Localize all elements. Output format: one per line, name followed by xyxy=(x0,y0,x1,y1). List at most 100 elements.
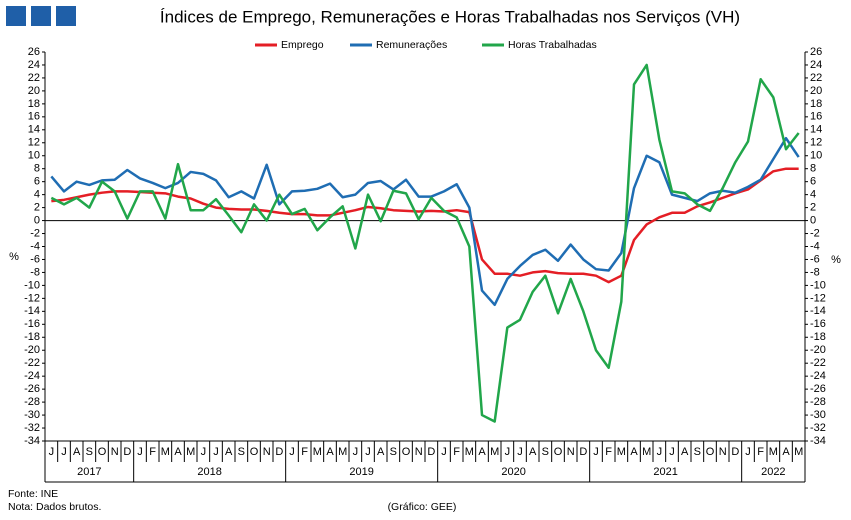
y-tick-label: -16 xyxy=(24,318,40,330)
y-tick-label: 16 xyxy=(28,111,40,123)
y-tick-label: -8 xyxy=(810,266,820,278)
x-tick-label: J xyxy=(213,446,219,458)
x-tick-label: O xyxy=(250,446,259,458)
x-tick-label: M xyxy=(490,446,499,458)
x-tick-label: A xyxy=(681,446,689,458)
logo-block xyxy=(31,6,51,26)
y-tick-label: 0 xyxy=(810,214,816,226)
y-tick-label: 6 xyxy=(34,176,40,188)
x-tick-label: A xyxy=(225,446,233,458)
x-tick-label: S xyxy=(390,446,397,458)
x-tick-label: A xyxy=(630,446,638,458)
x-tick-label: D xyxy=(427,446,435,458)
y-tick-label: -18 xyxy=(810,331,826,343)
x-tick-label: N xyxy=(567,446,575,458)
y-tick-label: 2 xyxy=(34,202,40,214)
y-tick-label: -26 xyxy=(24,383,40,395)
y-axis-label: % xyxy=(831,254,841,266)
x-tick-label: N xyxy=(263,446,271,458)
y-tick-label: -28 xyxy=(24,396,40,408)
x-tick-label: A xyxy=(529,446,537,458)
x-tick-label: M xyxy=(769,446,778,458)
x-tick-label: J xyxy=(505,446,511,458)
y-tick-label: -22 xyxy=(24,357,40,369)
y-tick-label: -4 xyxy=(30,240,40,252)
x-tick-label: A xyxy=(478,446,486,458)
y-tick-label: -32 xyxy=(810,422,826,434)
series-line xyxy=(50,63,800,423)
x-tick-label: J xyxy=(137,446,143,458)
y-tick-label: -8 xyxy=(30,266,40,278)
y-tick-label: -34 xyxy=(810,435,826,447)
y-tick-label: 6 xyxy=(810,176,816,188)
y-tick-label: 4 xyxy=(810,189,816,201)
x-tick-label: A xyxy=(174,446,182,458)
x-tick-label: J xyxy=(657,446,663,458)
y-tick-label: -20 xyxy=(24,344,40,356)
y-tick-label: -4 xyxy=(810,240,820,252)
y-tick-label: -16 xyxy=(810,318,826,330)
x-tick-label: F xyxy=(605,446,612,458)
x-tick-label: J xyxy=(61,446,67,458)
x-tick-label: J xyxy=(365,446,371,458)
y-tick-label: 18 xyxy=(810,98,822,110)
x-tick-label: A xyxy=(782,446,790,458)
x-tick-label: A xyxy=(326,446,334,458)
x-tick-label: J xyxy=(593,446,599,458)
x-tick-label: J xyxy=(669,446,675,458)
x-tick-label: M xyxy=(465,446,474,458)
x-tick-label: M xyxy=(794,446,803,458)
y-tick-label: 8 xyxy=(810,163,816,175)
credit: (Gráfico: GEE) xyxy=(388,501,457,513)
y-tick-label: -12 xyxy=(24,292,40,304)
note: Nota: Dados brutos. xyxy=(8,501,101,513)
x-tick-label: F xyxy=(301,446,308,458)
x-tick-label: N xyxy=(111,446,119,458)
y-tick-label: 26 xyxy=(810,46,822,58)
y-tick-label: -30 xyxy=(24,409,40,421)
y-tick-label: 24 xyxy=(810,59,822,71)
y-tick-label: -26 xyxy=(810,383,826,395)
x-tick-label: O xyxy=(554,446,563,458)
y-tick-label: 12 xyxy=(28,137,40,149)
x-tick-label: O xyxy=(706,446,715,458)
x-tick-label: O xyxy=(98,446,107,458)
y-tick-label: -28 xyxy=(810,396,826,408)
x-tick-label: D xyxy=(123,446,131,458)
y-tick-label: -22 xyxy=(810,357,826,369)
x-tick-label: D xyxy=(579,446,587,458)
y-tick-label: 18 xyxy=(28,98,40,110)
x-tick-label: S xyxy=(542,446,549,458)
x-tick-label: J xyxy=(745,446,751,458)
x-tick-label: D xyxy=(275,446,283,458)
y-tick-label: 2 xyxy=(810,202,816,214)
x-tick-label: N xyxy=(415,446,423,458)
y-tick-label: 14 xyxy=(28,124,40,136)
y-tick-label: 0 xyxy=(34,214,40,226)
legend-label: Emprego xyxy=(281,39,324,51)
y-tick-label: -20 xyxy=(810,344,826,356)
logo-block xyxy=(56,6,76,26)
y-tick-label: -12 xyxy=(810,292,826,304)
y-tick-label: 10 xyxy=(28,150,40,162)
chart-title: Índices de Emprego, Remunerações e Horas… xyxy=(160,7,740,26)
y-tick-label: -32 xyxy=(24,422,40,434)
x-tick-label: F xyxy=(149,446,156,458)
y-tick-label: 22 xyxy=(28,72,40,84)
y-tick-label: -18 xyxy=(24,331,40,343)
year-label: 2017 xyxy=(77,466,101,478)
y-tick-label: -14 xyxy=(24,305,40,317)
x-tick-label: J xyxy=(517,446,523,458)
x-tick-label: S xyxy=(238,446,245,458)
y-tick-label: -24 xyxy=(810,370,826,382)
x-tick-label: M xyxy=(313,446,322,458)
y-tick-label: -24 xyxy=(24,370,40,382)
y-tick-label: -34 xyxy=(24,435,40,447)
source: Fonte: INE xyxy=(8,488,58,500)
y-tick-label: -30 xyxy=(810,409,826,421)
y-tick-label: 10 xyxy=(810,150,822,162)
year-label: 2018 xyxy=(197,466,221,478)
x-tick-label: A xyxy=(377,446,385,458)
y-tick-label: -10 xyxy=(810,279,826,291)
x-tick-label: J xyxy=(353,446,359,458)
